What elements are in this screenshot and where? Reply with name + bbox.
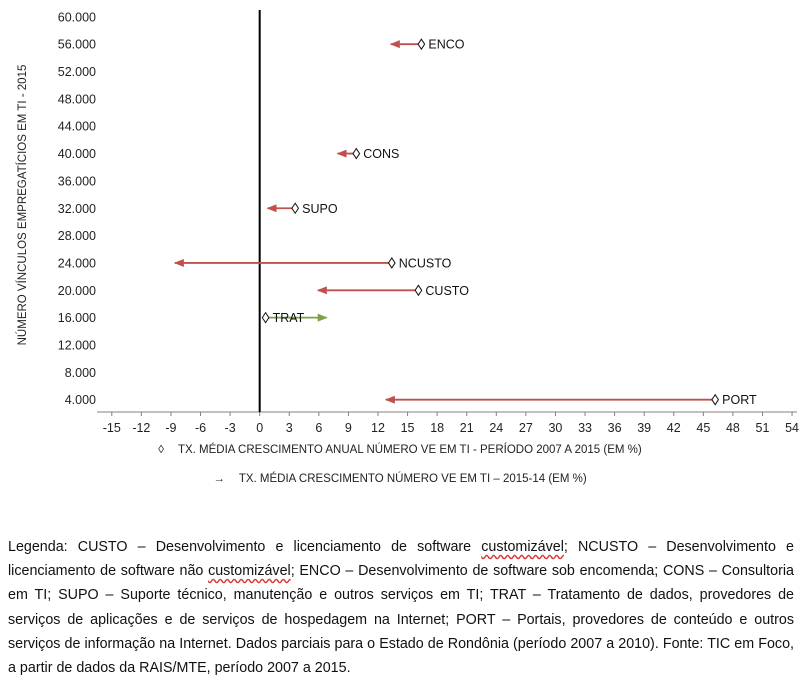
y-tick-label: 8.000 bbox=[65, 366, 96, 380]
figure-caption: Legenda: CUSTO – Desenvolvimento e licen… bbox=[8, 535, 794, 680]
arrow-symbol-icon: → bbox=[213, 473, 225, 485]
y-tick-label: 60.000 bbox=[58, 10, 96, 24]
x-tick-label: 6 bbox=[315, 421, 322, 435]
point-ncusto bbox=[387, 257, 396, 269]
caption-text: Legenda: CUSTO – Desenvolvimento e licen… bbox=[8, 539, 482, 555]
x-tick-label: -3 bbox=[225, 421, 236, 435]
legend-label-series-2: TX. MÉDIA CRESCIMENTO NÚMERO VE EM TI – … bbox=[238, 473, 587, 485]
x-tick-label: 30 bbox=[548, 421, 562, 435]
x-tick-label: 48 bbox=[726, 421, 740, 435]
point-label-port: PORT bbox=[722, 393, 757, 407]
point-enco bbox=[417, 38, 426, 51]
x-tick-label: 3 bbox=[286, 421, 293, 435]
y-tick-label: 20.000 bbox=[58, 284, 96, 298]
point-supo bbox=[291, 202, 300, 215]
diamond-symbol-icon: ◊ bbox=[158, 444, 164, 456]
point-label-trat: TRAT bbox=[273, 311, 305, 325]
caption-underlined-term: customizável bbox=[481, 539, 564, 555]
x-tick-label: 21 bbox=[460, 421, 474, 435]
y-tick-label: 48.000 bbox=[58, 92, 96, 106]
y-tick-label: 24.000 bbox=[58, 256, 96, 270]
x-tick-label: 39 bbox=[637, 421, 651, 435]
point-label-custo: CUSTO bbox=[425, 284, 469, 298]
y-tick-label: 12.000 bbox=[58, 339, 96, 353]
x-tick-label: -6 bbox=[195, 421, 206, 435]
x-tick-label: 18 bbox=[430, 421, 444, 435]
point-label-supo: SUPO bbox=[302, 202, 338, 216]
x-tick-label: 27 bbox=[519, 421, 533, 435]
x-tick-label: 9 bbox=[345, 421, 352, 435]
y-tick-label: 28.000 bbox=[58, 229, 96, 243]
x-tick-label: 15 bbox=[401, 421, 415, 435]
x-tick-label: -12 bbox=[132, 421, 150, 435]
y-tick-label: 16.000 bbox=[58, 311, 96, 325]
point-cons bbox=[352, 147, 361, 160]
caption-underlined-term: customizável bbox=[208, 563, 291, 580]
x-tick-label: 42 bbox=[667, 421, 681, 435]
legend-entry-series-2: → TX. MÉDIA CRESCIMENTO NÚMERO VE EM TI –… bbox=[0, 473, 800, 485]
y-tick-label: 56.000 bbox=[58, 38, 96, 52]
x-tick-label: -15 bbox=[103, 421, 121, 435]
point-custo bbox=[414, 284, 423, 297]
point-trat bbox=[261, 311, 270, 324]
y-tick-label: 44.000 bbox=[58, 120, 96, 134]
x-tick-label: 33 bbox=[578, 421, 592, 435]
point-label-enco: ENCO bbox=[428, 38, 464, 52]
legend-label-series-1: TX. MÉDIA CRESCIMENTO ANUAL NÚMERO VE EM… bbox=[177, 444, 642, 456]
x-tick-label: 12 bbox=[371, 421, 385, 435]
x-tick-label: 45 bbox=[696, 421, 710, 435]
caption-text: ; NCUSTO – Desenvolvimento e licenciamen… bbox=[8, 539, 794, 580]
y-axis-label: NÚMERO VÍNCULOS EMPREGATÍCIOS EM TI - 20… bbox=[16, 65, 29, 346]
x-tick-label: 51 bbox=[756, 421, 770, 435]
x-tick-label: 36 bbox=[608, 421, 622, 435]
point-label-cons: CONS bbox=[363, 147, 399, 161]
caption-text: ; ENCO – Desenvolvimento de software sob… bbox=[8, 563, 794, 677]
point-port bbox=[711, 393, 720, 406]
y-tick-label: 32.000 bbox=[58, 202, 96, 216]
x-tick-label: 54 bbox=[785, 421, 799, 435]
y-tick-label: 40.000 bbox=[58, 147, 96, 161]
y-tick-label: 4.000 bbox=[65, 393, 96, 407]
x-tick-label: 24 bbox=[489, 421, 503, 435]
y-tick-label: 36.000 bbox=[58, 174, 96, 188]
scatter-chart: -15 -12 -9 -6 -3 0 3 6 9 12 15 18 21 24 27 30 33 36 39 42 45… bbox=[16, 10, 799, 435]
legend-entry-series-1: ◊ TX. MÉDIA CRESCIMENTO ANUAL NÚMERO VE E… bbox=[0, 444, 800, 456]
y-tick-label: 52.000 bbox=[58, 65, 96, 79]
point-label-ncusto: NCUSTO bbox=[399, 256, 452, 270]
x-tick-label: -9 bbox=[165, 421, 176, 435]
x-tick-label: 0 bbox=[256, 421, 263, 435]
